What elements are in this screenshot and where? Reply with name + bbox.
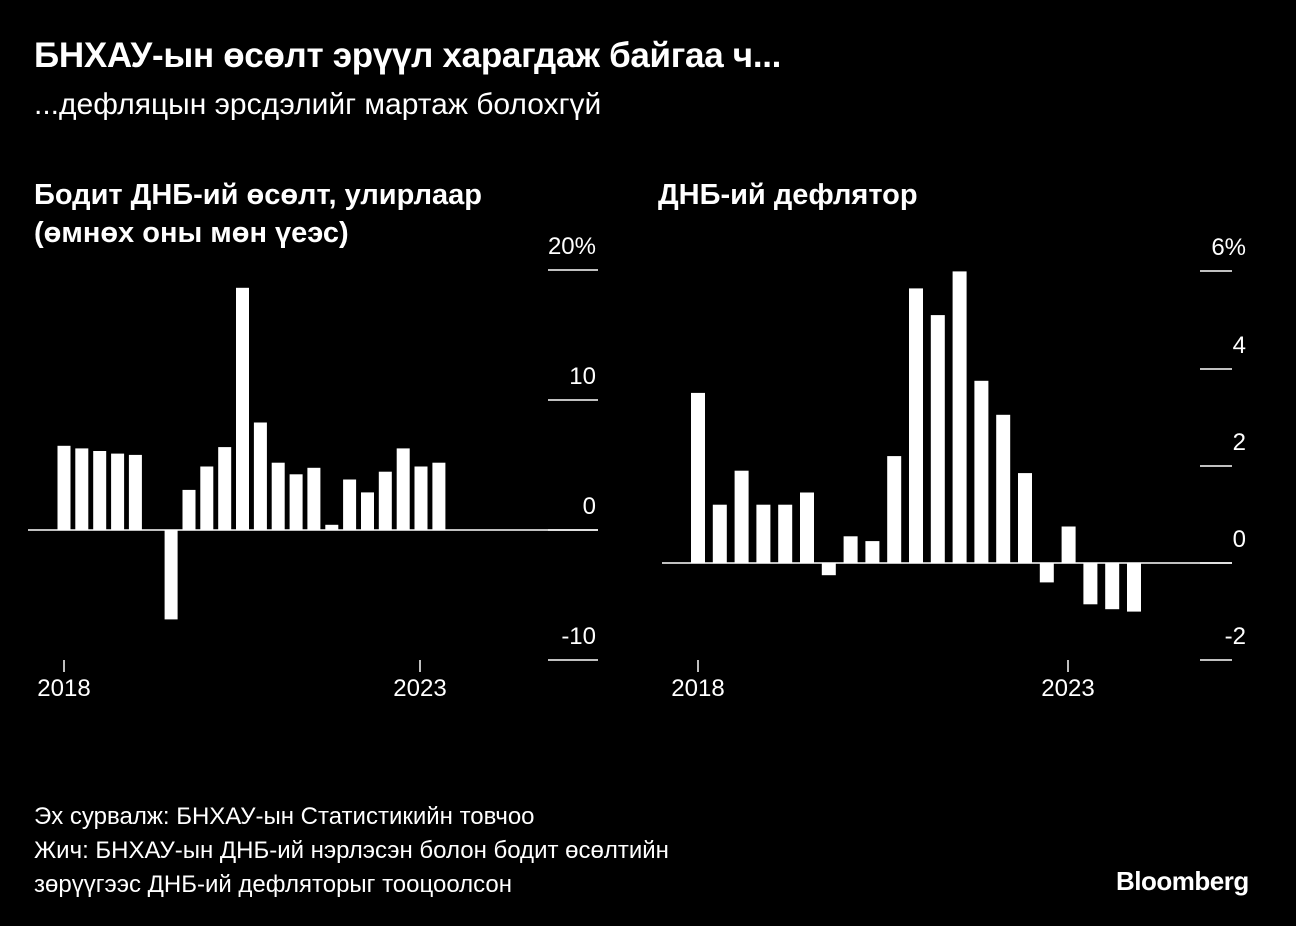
y-tick-label: -2	[1225, 623, 1246, 650]
bar	[843, 536, 858, 563]
bar	[218, 447, 232, 530]
bar	[800, 492, 814, 563]
gdp-deflator-chart: 6% 4 2 0 -2 2018 2023	[662, 234, 1246, 702]
bar	[734, 470, 749, 563]
bar	[821, 563, 836, 576]
bar	[128, 454, 142, 530]
y-tick-label: 0	[583, 493, 596, 520]
x-tick-label: 2023	[393, 675, 446, 702]
chart-title: БНХАУ-ын өсөлт эрүүл харагдаж байгаа ч..…	[34, 36, 782, 75]
bar	[1083, 563, 1098, 605]
bar	[361, 492, 374, 530]
y-tick-label: 4	[1233, 332, 1246, 359]
bloomberg-logo: Bloomberg	[1116, 866, 1249, 896]
bar	[200, 466, 214, 530]
chart-subtitle: ...дефляцын эрсдэлийг мартаж болохгүй	[34, 88, 602, 121]
bar	[996, 414, 1011, 563]
bar	[1018, 473, 1032, 563]
source-notes: Эх сурвалж: БНХАУ-ын Статистикийн товчоо…	[34, 800, 669, 902]
y-tick-label: 10	[569, 363, 596, 390]
y-tick-label: 2	[1233, 429, 1246, 456]
bar	[343, 479, 357, 530]
bar	[271, 462, 285, 530]
bar	[325, 524, 339, 530]
bar	[378, 471, 392, 530]
x-tick-label: 2023	[1041, 675, 1094, 702]
y-tick-label: 20%	[548, 233, 596, 260]
y-tick-label: 6%	[1211, 234, 1246, 261]
bar	[111, 453, 125, 530]
bar	[307, 467, 321, 530]
bar	[57, 445, 71, 530]
gdp-deflator-panel-title: ДНБ-ий дефлятор	[658, 179, 918, 211]
bar	[289, 474, 303, 530]
bar	[952, 271, 967, 563]
bar	[778, 504, 793, 563]
note-line-2: зөрүүгээс ДНБ-ий дефляторыг тооцоолсон	[34, 871, 513, 898]
y-tick-label: 0	[1233, 526, 1246, 553]
bar	[236, 287, 249, 530]
bar	[1127, 563, 1141, 612]
x-tick-label: 2018	[671, 675, 724, 702]
bar	[164, 530, 178, 620]
bar	[974, 380, 989, 564]
bar	[1039, 563, 1054, 583]
gdp-growth-panel-title: Бодит ДНБ-ий өсөлт, улирлаар (өмнөх оны …	[34, 179, 482, 249]
bar	[909, 288, 923, 563]
bar	[75, 448, 89, 530]
x-tick-label: 2018	[37, 675, 90, 702]
source-line: Эх сурвалж: БНХАУ-ын Статистикийн товчоо	[34, 803, 535, 830]
bar	[414, 466, 428, 530]
bar	[1061, 526, 1076, 563]
bar	[712, 504, 727, 563]
bar	[182, 489, 196, 530]
bar	[432, 462, 446, 530]
bar	[1105, 563, 1120, 610]
bar	[930, 315, 945, 563]
bar	[93, 451, 107, 530]
gdp-growth-chart: 20% 10 0 -10 2018 2023	[28, 233, 598, 702]
bar	[865, 541, 880, 563]
bar	[691, 392, 705, 563]
note-line-1: Жич: БНХАУ-ын ДНБ-ий нэрлэсэн болон боди…	[34, 837, 669, 864]
bar	[396, 448, 410, 530]
bar	[253, 422, 267, 530]
y-tick-label: -10	[561, 623, 596, 650]
bar	[756, 504, 771, 563]
bar	[887, 456, 902, 563]
